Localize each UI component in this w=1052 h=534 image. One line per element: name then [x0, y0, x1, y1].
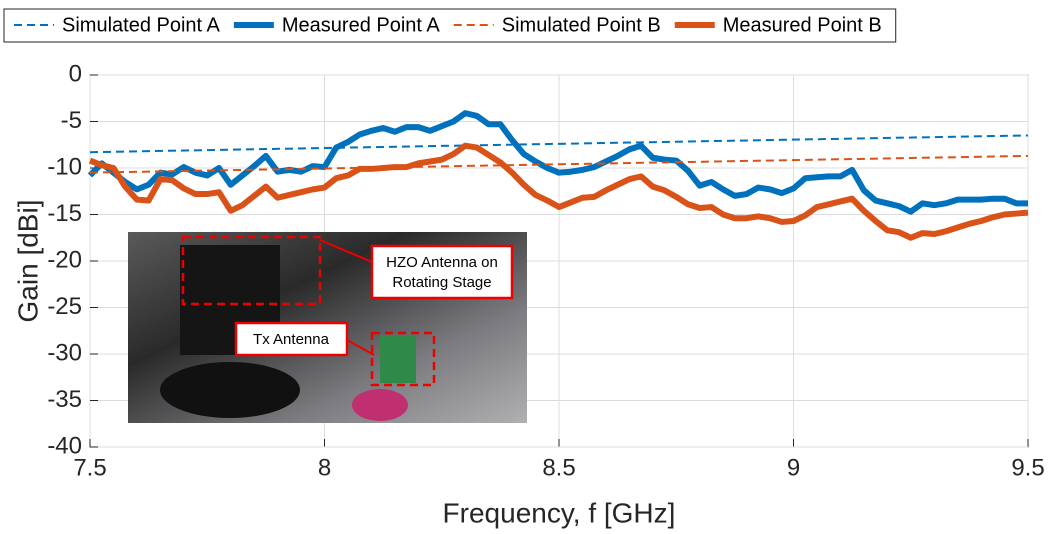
highlight-box — [181, 235, 322, 306]
series-line — [89, 154, 1029, 174]
highlight-box — [370, 331, 436, 387]
y-tick-label: -30 — [47, 339, 82, 366]
y-tick-label: -15 — [47, 200, 82, 227]
y-tick-label: 0 — [69, 60, 82, 87]
lines — [87, 110, 1029, 241]
x-tick-label: 8.5 — [542, 454, 575, 481]
y-tick-label: -20 — [47, 246, 82, 273]
y-tick-label: -5 — [61, 107, 82, 134]
inset-photo: HZO Antenna on Rotating Stage Tx Antenna — [128, 232, 527, 423]
x-tick-label: 8 — [318, 454, 331, 481]
x-tick-label: 9.5 — [1011, 454, 1044, 481]
legend-label: Simulated Point B — [502, 14, 661, 36]
series-line — [87, 110, 1028, 215]
legend-label: Measured Point A — [282, 14, 441, 36]
annotation-box — [370, 244, 514, 300]
legend-label: Measured Point B — [723, 14, 882, 36]
y-tick-label: -10 — [47, 153, 82, 180]
series-line — [89, 134, 1029, 154]
callout-line — [319, 239, 373, 263]
legend-box — [3, 8, 897, 43]
y-tick-label: -25 — [47, 293, 82, 320]
callout-line — [346, 339, 375, 356]
annotation-box — [234, 321, 349, 357]
y-tick-label: -40 — [47, 432, 82, 459]
series-line — [88, 142, 1029, 241]
photo-object — [352, 389, 408, 421]
y-axis-label: Gain [dBi] — [12, 200, 43, 323]
legend-label: Simulated Point A — [62, 14, 221, 36]
annotation: Tx Antenna — [253, 331, 330, 348]
photo-antenna — [380, 335, 416, 383]
legend: Simulated Point A Measured Point A Simulat… — [3, 8, 897, 43]
x-tick-label: 9 — [787, 454, 800, 481]
annotation: HZO Antenna on Rotating Stage — [386, 254, 498, 291]
x-axis-label: Frequency, f [GHz] — [443, 497, 676, 528]
y-tick-label: -35 — [47, 386, 82, 413]
photo-base — [160, 362, 300, 418]
x-tick-label: 7.5 — [73, 454, 106, 481]
